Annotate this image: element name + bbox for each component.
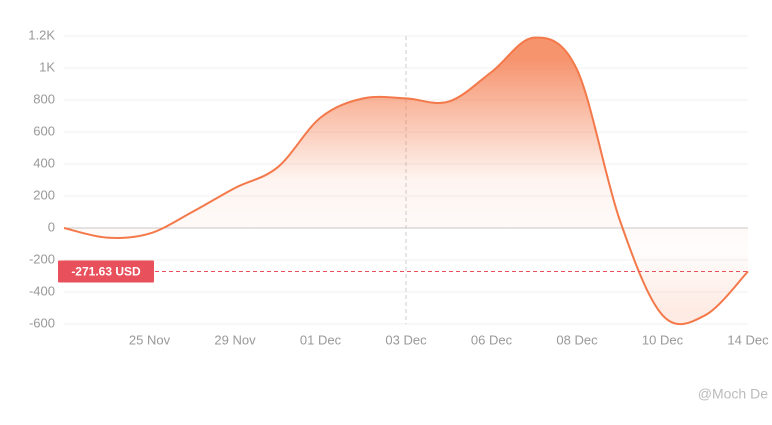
x-tick-label: 29 Nov <box>214 332 256 347</box>
y-tick-label: 800 <box>33 91 55 106</box>
y-tick-label: 200 <box>33 187 55 202</box>
watermark: @Moch De <box>698 386 768 402</box>
x-tick-label: 01 Dec <box>300 332 342 347</box>
area-fill <box>64 37 748 325</box>
y-tick-label: -400 <box>29 283 55 298</box>
y-tick-label: -600 <box>29 315 55 330</box>
x-tick-label: 25 Nov <box>129 332 171 347</box>
x-tick-label: 08 Dec <box>556 332 598 347</box>
line <box>63 36 749 326</box>
y-tick-label: 0 <box>48 219 55 234</box>
y-tick-label: 600 <box>33 123 55 138</box>
x-tick-label: 06 Dec <box>471 332 513 347</box>
reference-badge <box>58 260 154 283</box>
y-tick-label: 400 <box>33 155 55 170</box>
y-tick-label: -200 <box>29 251 55 266</box>
x-tick-label: 14 Dec <box>727 332 769 347</box>
y-tick-label: 1.2K <box>28 27 55 42</box>
x-tick-label: 03 Dec <box>385 332 427 347</box>
x-tick-label: 10 Dec <box>642 332 684 347</box>
reference-label: -271.63 USD <box>71 265 141 279</box>
y-tick-label: 1K <box>39 59 55 74</box>
